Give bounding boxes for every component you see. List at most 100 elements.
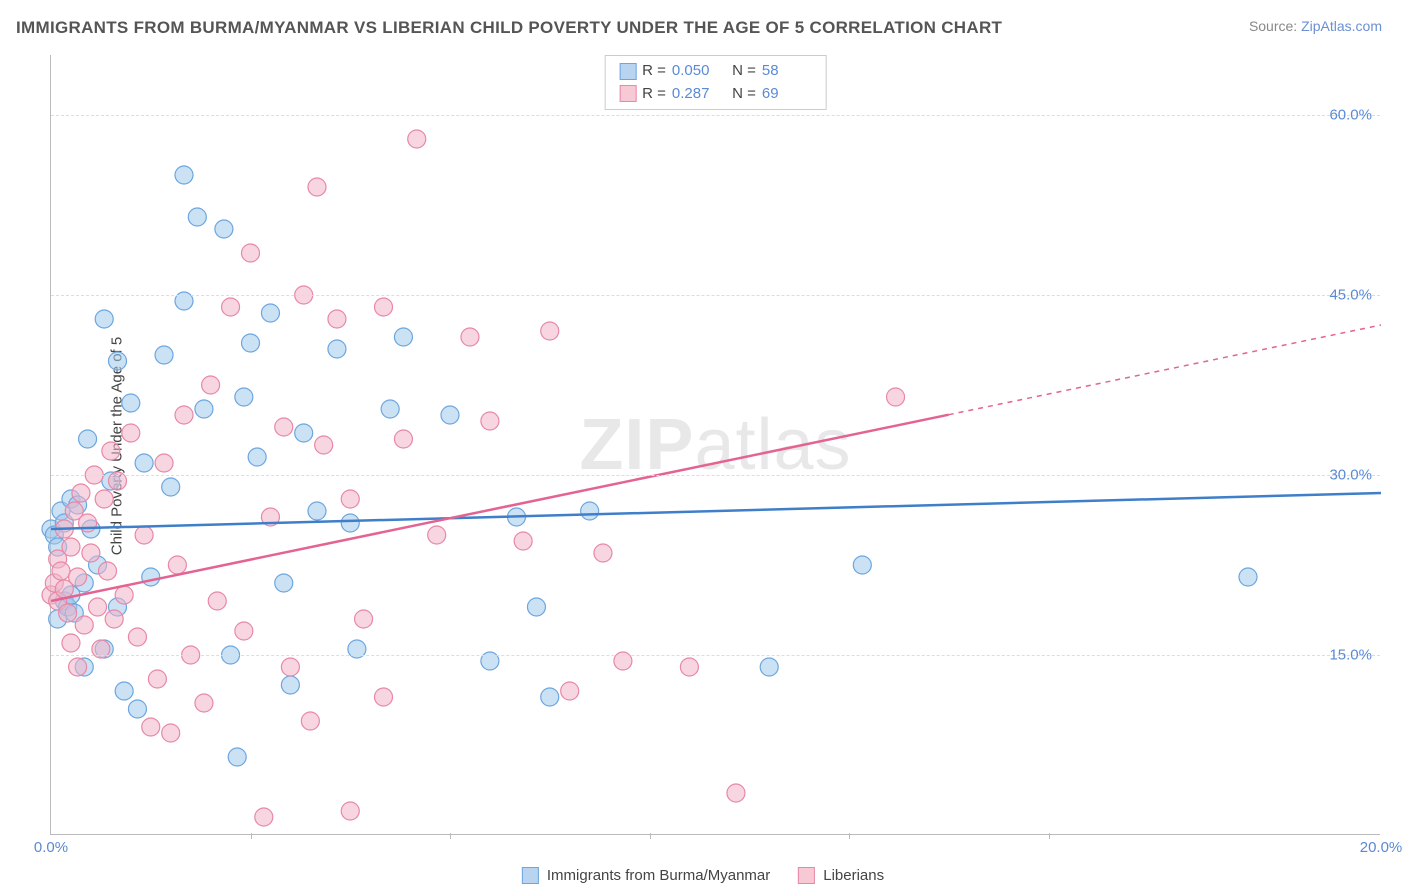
data-point-liberia <box>155 454 173 472</box>
data-point-liberia <box>594 544 612 562</box>
data-point-burma <box>328 340 346 358</box>
chart-title: IMMIGRANTS FROM BURMA/MYANMAR VS LIBERIA… <box>16 18 1002 38</box>
data-point-burma <box>261 304 279 322</box>
data-point-burma <box>235 388 253 406</box>
data-point-liberia <box>195 694 213 712</box>
chart-svg <box>51 55 1380 834</box>
data-point-burma <box>115 682 133 700</box>
data-point-burma <box>155 346 173 364</box>
legend-swatch <box>619 63 636 80</box>
data-point-liberia <box>142 718 160 736</box>
data-point-liberia <box>394 430 412 448</box>
n-value: 58 <box>762 60 812 83</box>
source-prefix: Source: <box>1249 18 1301 34</box>
legend-swatch <box>619 85 636 102</box>
data-point-liberia <box>328 310 346 328</box>
data-point-burma <box>109 352 127 370</box>
n-value: 69 <box>762 83 812 106</box>
data-point-liberia <box>208 592 226 610</box>
trend-line-liberia-extrap <box>949 325 1381 415</box>
data-point-burma <box>760 658 778 676</box>
x-minor-tick <box>849 833 850 839</box>
legend-swatch <box>522 867 539 884</box>
data-point-liberia <box>514 532 532 550</box>
y-tick-label: 60.0% <box>1329 107 1372 124</box>
legend-swatch <box>798 867 815 884</box>
data-point-burma <box>162 478 180 496</box>
data-point-liberia <box>242 244 260 262</box>
data-point-liberia <box>105 610 123 628</box>
data-point-liberia <box>275 418 293 436</box>
plot-area: ZIPatlas R =0.050 N =58R =0.287 N =69 15… <box>50 55 1380 835</box>
data-point-liberia <box>281 658 299 676</box>
data-point-liberia <box>82 544 100 562</box>
data-point-liberia <box>135 526 153 544</box>
data-point-liberia <box>428 526 446 544</box>
data-point-burma <box>295 424 313 442</box>
data-point-liberia <box>168 556 186 574</box>
correlation-legend: R =0.050 N =58R =0.287 N =69 <box>604 55 827 110</box>
data-point-liberia <box>308 178 326 196</box>
gridline-h <box>51 295 1380 296</box>
data-point-burma <box>281 676 299 694</box>
data-point-liberia <box>235 622 253 640</box>
data-point-liberia <box>408 130 426 148</box>
source-attribution: Source: ZipAtlas.com <box>1249 18 1382 34</box>
r-value: 0.050 <box>672 60 722 83</box>
data-point-burma <box>308 502 326 520</box>
data-point-liberia <box>341 802 359 820</box>
data-point-burma <box>541 688 559 706</box>
data-point-burma <box>1239 568 1257 586</box>
data-point-liberia <box>301 712 319 730</box>
data-point-liberia <box>99 562 117 580</box>
data-point-liberia <box>128 628 146 646</box>
gridline-h <box>51 655 1380 656</box>
data-point-liberia <box>69 658 87 676</box>
data-point-liberia <box>315 436 333 454</box>
legend-bottom-item: Liberians <box>798 867 884 884</box>
data-point-liberia <box>255 808 273 826</box>
data-point-burma <box>381 400 399 418</box>
r-value: 0.287 <box>672 83 722 106</box>
trend-line-burma <box>51 493 1381 529</box>
data-point-burma <box>248 448 266 466</box>
legend-label: Liberians <box>823 867 884 884</box>
data-point-liberia <box>375 298 393 316</box>
data-point-liberia <box>69 568 87 586</box>
data-point-liberia <box>122 424 140 442</box>
data-point-liberia <box>461 328 479 346</box>
legend-top-row: R =0.050 N =58 <box>619 60 812 83</box>
data-point-burma <box>853 556 871 574</box>
data-point-liberia <box>481 412 499 430</box>
data-point-liberia <box>680 658 698 676</box>
data-point-liberia <box>62 634 80 652</box>
data-point-liberia <box>95 490 113 508</box>
data-point-burma <box>242 334 260 352</box>
data-point-liberia <box>175 406 193 424</box>
data-point-burma <box>195 400 213 418</box>
source-link[interactable]: ZipAtlas.com <box>1301 18 1382 34</box>
data-point-burma <box>441 406 459 424</box>
x-minor-tick <box>450 833 451 839</box>
x-tick-label: 20.0% <box>1360 839 1403 856</box>
data-point-liberia <box>75 616 93 634</box>
data-point-liberia <box>162 724 180 742</box>
data-point-burma <box>175 166 193 184</box>
x-minor-tick <box>650 833 651 839</box>
data-point-liberia <box>375 688 393 706</box>
x-minor-tick <box>1049 833 1050 839</box>
data-point-liberia <box>59 604 77 622</box>
data-point-liberia <box>89 598 107 616</box>
data-point-burma <box>527 598 545 616</box>
data-point-liberia <box>148 670 166 688</box>
data-point-liberia <box>355 610 373 628</box>
data-point-liberia <box>62 538 80 556</box>
y-tick-label: 30.0% <box>1329 467 1372 484</box>
x-tick-label: 0.0% <box>34 839 68 856</box>
gridline-h <box>51 115 1380 116</box>
data-point-burma <box>188 208 206 226</box>
data-point-burma <box>215 220 233 238</box>
data-point-burma <box>341 514 359 532</box>
y-tick-label: 45.0% <box>1329 287 1372 304</box>
data-point-liberia <box>102 442 120 460</box>
